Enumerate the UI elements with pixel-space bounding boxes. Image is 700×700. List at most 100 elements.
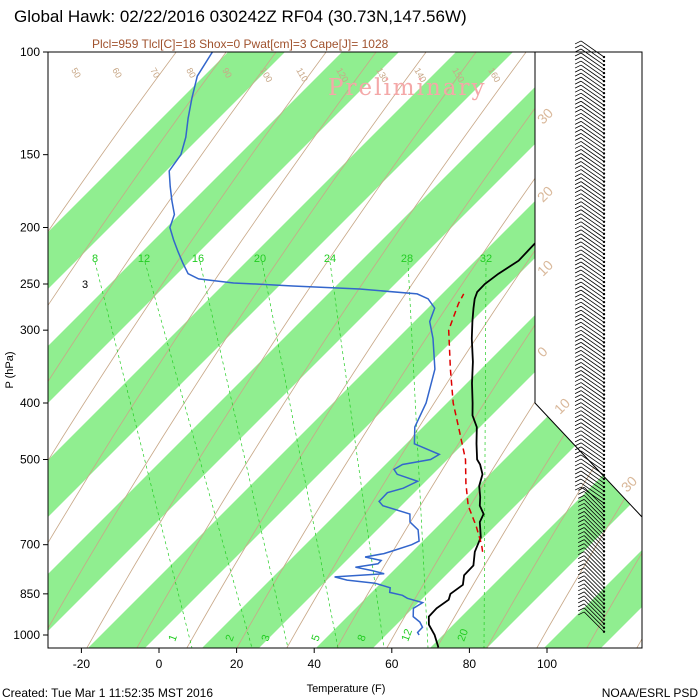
theta-e-band: [48, 52, 513, 517]
dry-adiabat-line: [48, 52, 327, 462]
wind-barb: [574, 120, 606, 139]
x-axis-title: Temperature (F): [307, 683, 386, 695]
mixing-ratio-label: 8: [92, 253, 98, 265]
wind-barb: [574, 414, 606, 432]
wind-barb: [574, 354, 606, 372]
wind-barb: [574, 116, 606, 135]
wind-barb: [574, 398, 606, 416]
wind-barb: [574, 80, 606, 99]
barb-area-boundary: [534, 52, 643, 518]
wind-barb: [578, 559, 606, 581]
wind-barb: [574, 60, 606, 79]
y-tick-label: 400: [20, 396, 40, 410]
x-tick-label: 40: [308, 657, 322, 671]
wind-barb: [574, 486, 606, 505]
wind-barb: [574, 52, 606, 71]
chart-title: Global Hawk: 02/22/2016 030242Z RF04 (30…: [14, 7, 467, 26]
y-tick-label: 500: [20, 452, 40, 466]
wind-barb: [574, 317, 606, 336]
mixing-ratio-label: 32: [480, 253, 492, 265]
wind-barb: [574, 333, 606, 352]
plot-frame: [47, 51, 643, 649]
wind-barb: [574, 153, 606, 171]
wind-barb: [574, 358, 606, 376]
wind-barb: [574, 470, 606, 489]
dry-adiabat-line: [536, 469, 642, 648]
wind-barb: [574, 458, 606, 477]
wind-barb: [578, 579, 606, 601]
wind-barb: [578, 591, 606, 613]
wind-barb: [574, 241, 606, 260]
wind-barb: [574, 422, 606, 441]
wind-barb: [574, 350, 606, 368]
mixing-ratio-line: [407, 261, 429, 648]
wind-barb: [574, 245, 606, 264]
wind-barb: [574, 277, 606, 296]
wind-barb: [574, 44, 606, 63]
wind-barb: [574, 438, 606, 457]
dewpoint-marker-label: 3: [82, 279, 88, 291]
wind-barb: [574, 161, 606, 179]
wind-barb: [578, 555, 606, 577]
wind-barb: [578, 571, 606, 593]
dry-adiabats: [48, 52, 642, 648]
wind-barb: [574, 68, 606, 87]
wind-barb: [574, 289, 606, 308]
mixing-ratio-label: 20: [456, 627, 471, 643]
wind-barb: [578, 535, 606, 557]
dry-adiabat-line: [136, 52, 527, 648]
wind-barb: [578, 611, 606, 633]
wind-barb: [574, 165, 606, 183]
y-tick-label: 100: [20, 45, 40, 59]
y-tick-label: 1000: [13, 628, 40, 642]
wind-barb: [574, 124, 606, 143]
wind-barb-column: [574, 40, 606, 633]
wind-barb: [578, 495, 606, 517]
y-tick-label: 250: [20, 277, 40, 291]
wind-barb: [574, 108, 606, 127]
mixing-ratio-label: 12: [138, 253, 150, 265]
wind-barb: [574, 454, 606, 473]
wind-barb: [574, 329, 606, 348]
wind-barb: [574, 301, 606, 320]
wind-barb: [574, 92, 606, 111]
wind-barb: [574, 285, 606, 304]
wind-barb: [574, 410, 606, 428]
wind-barb: [574, 64, 606, 83]
wind-barb: [574, 221, 606, 240]
wind-barb: [578, 527, 606, 549]
wind-barb: [574, 370, 606, 388]
wind-barb: [578, 486, 606, 509]
wind-barb: [574, 201, 606, 219]
theta-e-band: [48, 52, 627, 631]
wind-barb: [574, 430, 606, 449]
wind-barb: [574, 129, 606, 147]
wind-barb: [574, 450, 606, 469]
mixing-ratio-label: 16: [192, 253, 204, 265]
theta-e-band: [544, 550, 642, 648]
dry-adiabat-label: 110: [294, 66, 310, 83]
wind-barb: [578, 543, 606, 565]
dry-adiabat-label: 100: [258, 66, 274, 84]
wind-barb: [574, 269, 606, 288]
wind-barb: [578, 523, 606, 545]
wind-barb: [574, 309, 606, 328]
wind-barb: [574, 273, 606, 292]
mixing-ratio-label: 20: [254, 253, 266, 265]
wind-barb: [574, 382, 606, 400]
dry-adiabat-label: 70: [148, 66, 162, 80]
dry-adiabat-line: [336, 167, 642, 648]
dry-adiabat-line: [86, 52, 477, 648]
theta-e-band: [202, 208, 642, 648]
preliminary-watermark: Preliminary: [328, 75, 486, 101]
wind-barb: [574, 181, 606, 199]
wind-barb: [574, 141, 606, 159]
y-tick-label: 850: [20, 587, 40, 601]
wind-barb: [574, 321, 606, 340]
wind-barb: [574, 84, 606, 103]
wind-barb: [574, 394, 606, 412]
y-axis-title: P (hPa): [4, 351, 16, 388]
wind-barb: [578, 563, 606, 585]
y-tick-label: 150: [20, 148, 40, 162]
